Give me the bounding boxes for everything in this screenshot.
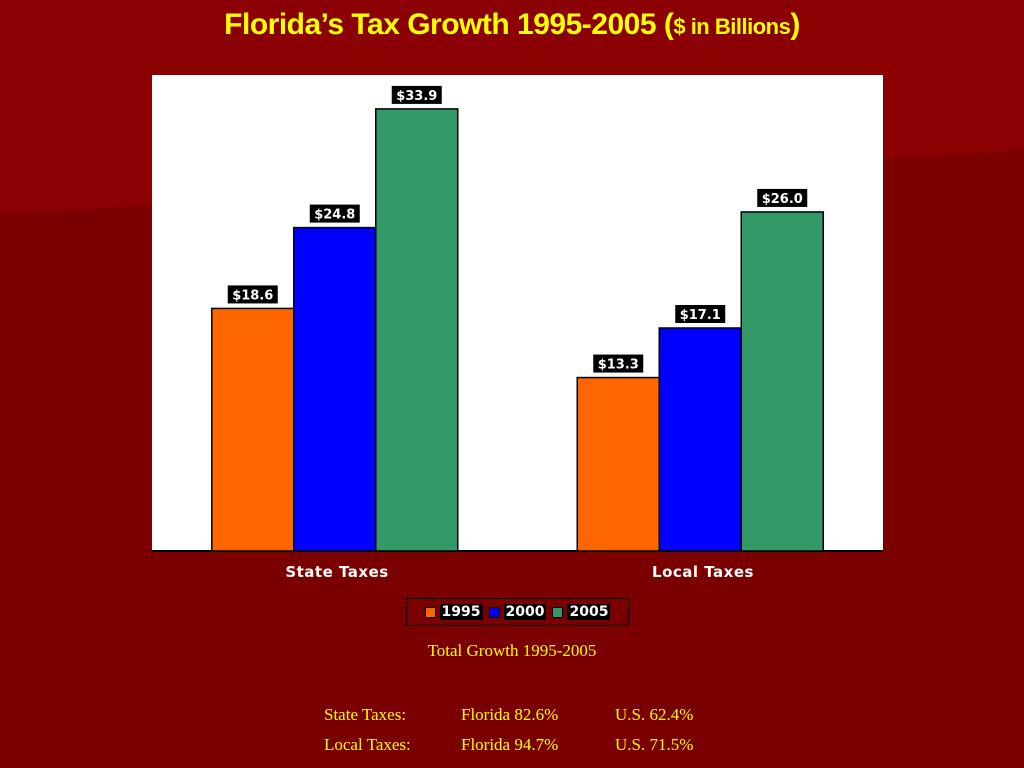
title-close: ) (790, 8, 800, 41)
data-label-state-taxes-1995: $18.6 (227, 285, 278, 304)
data-label-text: $18.6 (232, 288, 273, 303)
summary-florida-value: Florida 94.7% (461, 735, 559, 754)
bar-state-taxes-2000 (293, 226, 377, 552)
title-main: Florida’s Tax Growth 1995-2005 ( (224, 8, 674, 41)
category-label-local-taxes: Local Taxes (652, 563, 754, 581)
bar-local-taxes-2000 (658, 327, 742, 552)
data-label-local-taxes-2000: $17.1 (675, 304, 726, 323)
summary-heading: Total Growth 1995-2005 (427, 641, 597, 660)
data-label-state-taxes-2005: $33.9 (391, 85, 442, 104)
category-label-state-taxes: State Taxes (285, 563, 389, 581)
legend-label-1995: 1995 (439, 604, 483, 620)
data-label-background (391, 85, 442, 104)
legend-label-2005: 2005 (567, 604, 611, 620)
legend-swatch-2005 (552, 606, 564, 618)
data-label-text: $13.3 (598, 358, 639, 373)
data-label-state-taxes-2000: $24.8 (309, 204, 360, 223)
bar-state-taxes-2005 (375, 108, 459, 552)
summary-us-value: U.S. 71.5% (615, 735, 694, 754)
data-label-background (593, 354, 644, 373)
data-label-local-taxes-1995: $13.3 (593, 354, 644, 373)
legend-label-2000: 2000 (503, 604, 547, 620)
data-label-background (757, 188, 808, 207)
legend-item-2000: 2000 (488, 604, 547, 620)
bar-local-taxes-2005 (740, 211, 824, 552)
legend-item-1995: 1995 (424, 604, 483, 620)
summary-label: Local Taxes: (324, 735, 411, 754)
data-label-text: $24.8 (314, 208, 355, 223)
summary-us-value: U.S. 62.4% (615, 705, 694, 724)
data-label-local-taxes-2005: $26.0 (757, 188, 808, 207)
data-label-background (675, 304, 726, 323)
data-label-text: $17.1 (680, 308, 721, 323)
legend-swatch-2000 (488, 606, 500, 618)
title-unit: $ in Billions (673, 14, 791, 39)
summary-florida-value: Florida 82.6% (461, 705, 559, 724)
data-label-text: $33.9 (396, 89, 437, 104)
legend-item-2005: 2005 (552, 604, 611, 620)
chart-legend: 1995 2000 2005 (406, 598, 629, 626)
data-label-text: $26.0 (762, 192, 803, 207)
bar-state-taxes-1995 (211, 307, 295, 552)
summary-label: State Taxes: (324, 705, 407, 724)
data-label-background (227, 285, 278, 304)
data-label-background (309, 204, 360, 223)
legend-swatch-1995 (424, 606, 436, 618)
bar-local-taxes-1995 (576, 376, 660, 552)
page-title: Florida’s Tax Growth 1995-2005 ($ in Bil… (0, 8, 1024, 42)
